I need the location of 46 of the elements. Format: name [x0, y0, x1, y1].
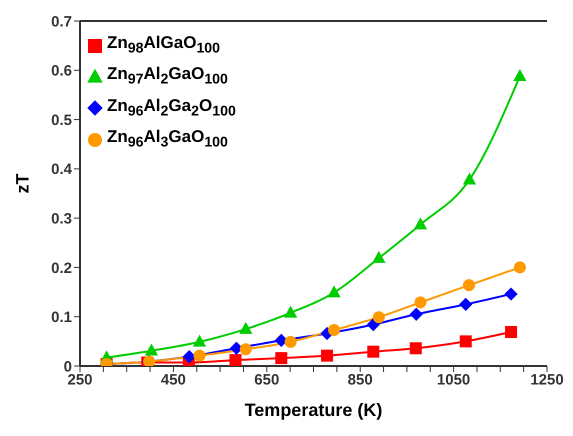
point [410, 308, 423, 321]
x-axis-title: Temperature (K) [244, 400, 382, 420]
point [372, 311, 385, 324]
x-tick-label: 650 [254, 372, 280, 389]
point [460, 335, 472, 348]
y-tick-label: 0.2 [51, 260, 72, 277]
y-tick-label: 0.4 [51, 161, 73, 178]
point [414, 217, 428, 230]
legend-label: Zn$_{96}$Al$_{2}$Ga$_{2}$O$_{100}$ [107, 94, 236, 122]
y-tick-label: 0.5 [51, 112, 72, 129]
point [240, 343, 252, 356]
point [275, 352, 288, 364]
legend-label: Zn$_{98}$AlGaO$_{100}$ [107, 32, 220, 58]
x-tick-label: 850 [348, 372, 373, 389]
point [367, 346, 380, 358]
x-tick-label: 1250 [530, 372, 564, 389]
y-tick-label: 0.3 [51, 210, 72, 228]
x-tick-label: 1050 [436, 372, 470, 389]
point [284, 306, 298, 318]
y-axis-title: zT [12, 174, 32, 194]
point [410, 342, 422, 354]
point [328, 324, 340, 336]
point [459, 298, 472, 311]
legend-label: Zn$_{97}$Al$_{2}$GaO$_{100}$ [107, 63, 228, 90]
point [414, 296, 426, 308]
point [182, 350, 196, 364]
point [239, 322, 252, 334]
point [514, 261, 526, 274]
point [194, 350, 206, 362]
legend-label: Zn$_{96}$Al$_{3}$GaO$_{100}$ [107, 126, 228, 153]
point [372, 250, 386, 263]
point [462, 172, 476, 184]
y-tick-label: 0.7 [51, 13, 72, 30]
point [321, 350, 334, 362]
point [230, 354, 242, 366]
point [284, 336, 297, 348]
point [463, 279, 476, 292]
point [513, 69, 527, 81]
point [327, 285, 341, 298]
point [144, 344, 158, 356]
point [192, 334, 206, 347]
y-tick-label: 0.6 [51, 62, 72, 80]
y-tick-label: 0.1 [51, 309, 72, 326]
point [505, 326, 518, 338]
x-tick-label: 450 [160, 372, 186, 389]
point [504, 287, 518, 301]
